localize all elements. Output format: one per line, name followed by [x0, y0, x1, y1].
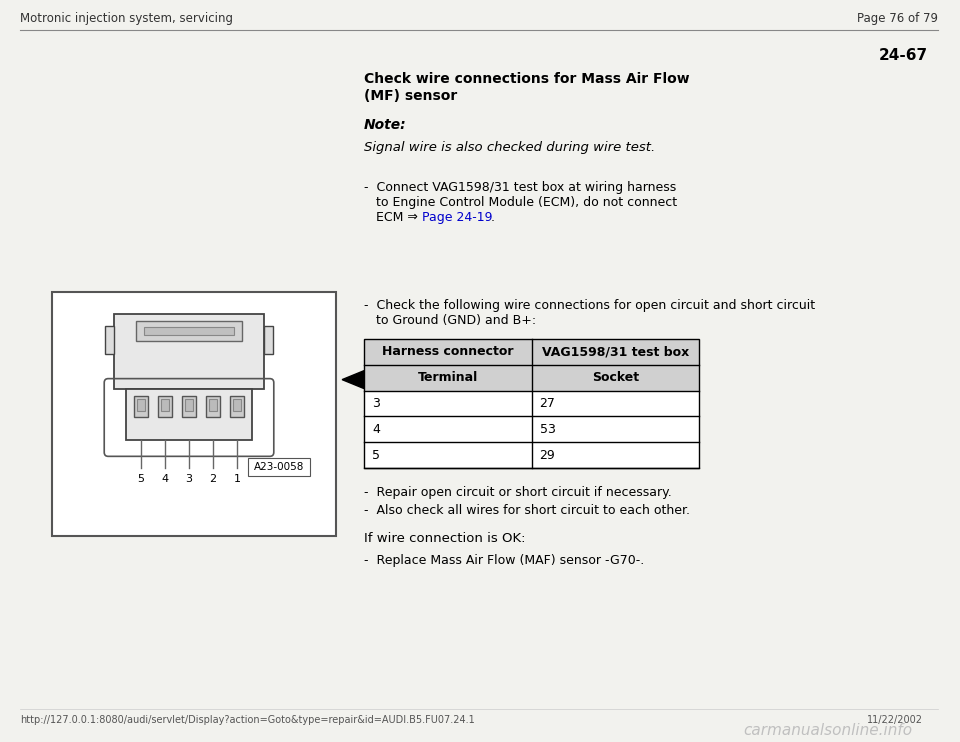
Bar — [126, 389, 252, 441]
Bar — [136, 321, 242, 341]
Text: -  Check the following wire connections for open circuit and short circuit: - Check the following wire connections f… — [364, 299, 815, 312]
Text: -  Replace Mass Air Flow (MAF) sensor -G70-.: - Replace Mass Air Flow (MAF) sensor -G7… — [364, 554, 644, 567]
Text: Page 24-19: Page 24-19 — [421, 211, 492, 224]
Text: VAG1598/31 test box: VAG1598/31 test box — [541, 345, 689, 358]
Bar — [364, 339, 699, 364]
Bar — [182, 395, 196, 418]
Bar — [264, 326, 273, 354]
Text: 2: 2 — [209, 474, 217, 485]
Bar — [248, 459, 310, 476]
Bar — [137, 398, 145, 410]
Bar — [233, 398, 241, 410]
Text: -  Connect VAG1598/31 test box at wiring harness: - Connect VAG1598/31 test box at wiring … — [364, 181, 676, 194]
Bar — [106, 326, 114, 354]
Bar — [364, 339, 699, 468]
Bar — [209, 398, 217, 410]
Bar — [206, 395, 220, 418]
Text: Signal wire is also checked during wire test.: Signal wire is also checked during wire … — [364, 142, 656, 154]
Text: 3: 3 — [185, 474, 193, 485]
Bar — [134, 395, 148, 418]
Text: to Ground (GND) and B+:: to Ground (GND) and B+: — [364, 314, 537, 327]
Text: 3: 3 — [372, 397, 380, 410]
Text: 24-67: 24-67 — [878, 47, 927, 63]
Text: Socket: Socket — [591, 371, 639, 384]
Text: Note:: Note: — [364, 117, 407, 131]
Bar — [229, 395, 244, 418]
Text: to Engine Control Module (ECM), do not connect: to Engine Control Module (ECM), do not c… — [364, 197, 677, 209]
Text: (MF) sensor: (MF) sensor — [364, 89, 457, 102]
Text: 11/22/2002: 11/22/2002 — [867, 715, 923, 726]
Text: Check wire connections for Mass Air Flow: Check wire connections for Mass Air Flow — [364, 72, 689, 86]
Bar — [161, 398, 169, 410]
Text: http://127.0.0.1:8080/audi/servlet/Display?action=Goto&type=repair&id=AUDI.B5.FU: http://127.0.0.1:8080/audi/servlet/Displ… — [20, 715, 474, 726]
Text: 27: 27 — [540, 397, 556, 410]
Bar — [144, 326, 234, 335]
Text: -  Also check all wires for short circuit to each other.: - Also check all wires for short circuit… — [364, 504, 690, 517]
Text: .: . — [487, 211, 494, 224]
Text: 4: 4 — [372, 423, 380, 436]
Bar — [185, 398, 193, 410]
Bar — [158, 395, 172, 418]
Bar — [114, 314, 264, 389]
Polygon shape — [342, 371, 364, 389]
Text: -  Repair open circuit or short circuit if necessary.: - Repair open circuit or short circuit i… — [364, 486, 672, 499]
Text: 5: 5 — [137, 474, 145, 485]
Text: ECM ⇒: ECM ⇒ — [364, 211, 422, 224]
Text: Page 76 of 79: Page 76 of 79 — [856, 12, 938, 25]
Text: 29: 29 — [540, 449, 555, 462]
Bar — [364, 364, 699, 390]
Text: Motronic injection system, servicing: Motronic injection system, servicing — [20, 12, 233, 25]
Text: Harness connector: Harness connector — [382, 345, 514, 358]
Bar — [364, 339, 699, 468]
Bar — [52, 292, 336, 536]
Text: If wire connection is OK:: If wire connection is OK: — [364, 532, 525, 545]
Text: 5: 5 — [372, 449, 380, 462]
Text: A23-0058: A23-0058 — [253, 462, 304, 473]
Text: 4: 4 — [161, 474, 169, 485]
Text: 53: 53 — [540, 423, 556, 436]
Text: Terminal: Terminal — [418, 371, 478, 384]
Text: 1: 1 — [233, 474, 240, 485]
Text: carmanualsonline.info: carmanualsonline.info — [743, 723, 912, 738]
